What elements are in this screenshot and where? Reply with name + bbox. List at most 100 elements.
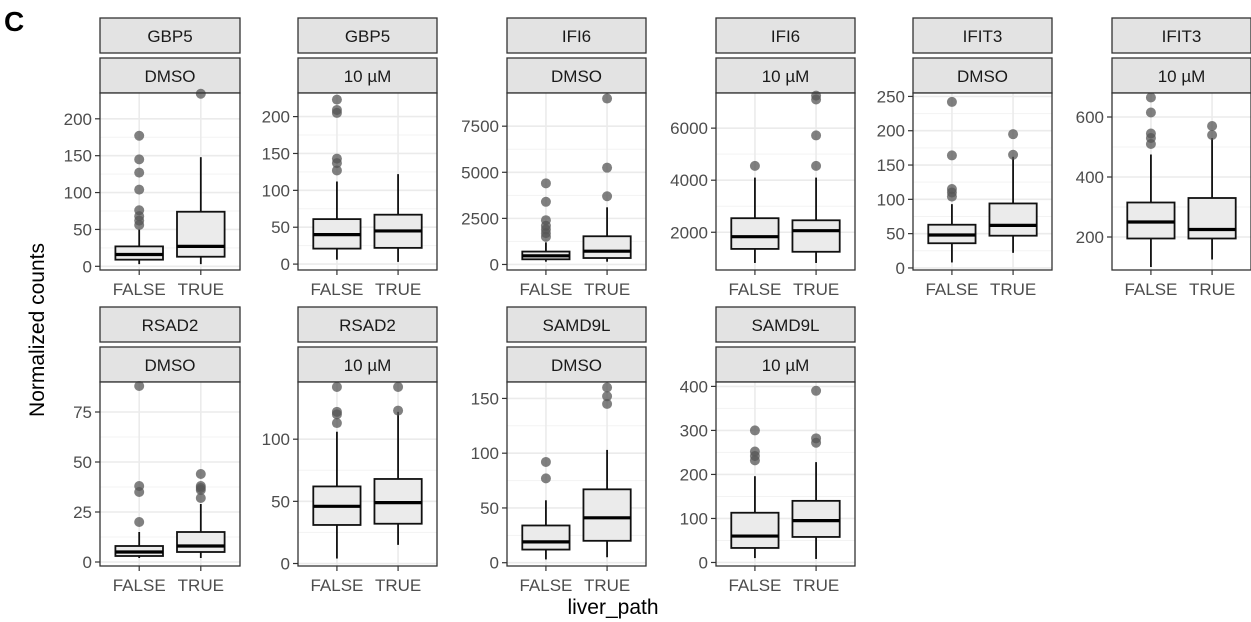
facet-panel: SAMD9L DMSO 0 50 100 150 FALSE TRUE <box>471 306 647 595</box>
panel-border <box>715 92 856 271</box>
box <box>791 219 841 253</box>
outlier-point <box>749 425 760 436</box>
outlier-point <box>540 196 551 207</box>
strip-gene-label: RSAD2 <box>339 316 396 335</box>
y-tick-label: 0 <box>699 553 708 572</box>
strip-treatment <box>99 57 241 94</box>
strip-gene <box>297 306 438 343</box>
box <box>1187 197 1237 240</box>
x-axis-title: liver_path <box>567 596 658 619</box>
outlier-point <box>1145 92 1156 103</box>
outlier-point <box>331 381 342 392</box>
outlier-point <box>946 184 957 195</box>
y-tick-label: 50 <box>73 453 92 472</box>
panel-border <box>506 381 647 567</box>
strip-treatment <box>506 57 647 94</box>
box <box>791 499 841 538</box>
outlier-point <box>134 381 145 391</box>
facet-panels: GBP5 DMSO 0 50 100 150 200 FALSE TRUE GBP5 10 µM 0 5… <box>64 17 1251 595</box>
x-tick-label: FALSE <box>519 280 572 299</box>
plot-background <box>1112 93 1251 270</box>
strip-gene-label: IFI6 <box>562 27 591 46</box>
box <box>521 524 571 551</box>
y-tick-label: 100 <box>64 184 92 203</box>
facet-panel: RSAD2 10 µM 0 50 100 FALSE TRUE <box>262 306 438 595</box>
strip-gene <box>297 17 438 54</box>
outlier-point <box>749 160 760 171</box>
x-tick-label: FALSE <box>310 280 363 299</box>
y-tick-label: 75 <box>73 403 92 422</box>
outlier-point <box>134 481 145 491</box>
x-tick-label: TRUE <box>178 576 224 595</box>
outlier-point <box>195 88 206 99</box>
outlier-point <box>946 96 957 107</box>
strip-treatment-label: DMSO <box>551 67 602 86</box>
outlier-point <box>540 178 551 189</box>
y-tick-label: 6000 <box>670 119 708 138</box>
strip-gene <box>99 17 241 54</box>
y-tick-label: 100 <box>471 444 499 463</box>
strip-gene <box>1111 17 1251 54</box>
outlier-point <box>540 473 551 484</box>
strip-treatment <box>912 57 1053 94</box>
outlier-point <box>331 165 342 176</box>
strip-gene <box>506 306 647 343</box>
y-tick-label: 5000 <box>461 163 499 182</box>
strip-treatment <box>297 57 438 94</box>
strip-gene <box>506 17 647 54</box>
strip-gene <box>715 17 856 54</box>
x-tick-label: FALSE <box>925 280 978 299</box>
strip-gene-label: GBP5 <box>345 27 390 46</box>
outlier-point <box>331 418 342 429</box>
outlier-point <box>811 90 822 101</box>
y-tick-label: 600 <box>1076 108 1104 127</box>
box <box>582 235 632 259</box>
strip-treatment-label: 10 µM <box>344 67 392 86</box>
outlier-point <box>602 191 613 202</box>
y-tick-label: 50 <box>73 220 92 239</box>
outlier-point <box>393 381 404 392</box>
outlier-point <box>393 405 404 416</box>
y-tick-label: 7500 <box>461 117 499 136</box>
y-tick-label: 0 <box>281 255 290 274</box>
x-tick-label: FALSE <box>310 576 363 595</box>
facet-panel: IFI6 DMSO 0 2500 5000 7500 FALSE TRUE <box>461 17 647 299</box>
x-tick-label: FALSE <box>728 280 781 299</box>
box <box>730 217 780 250</box>
plot-background <box>298 382 437 566</box>
strip-gene-label: IFI6 <box>771 27 800 46</box>
strip-gene-label: IFIT3 <box>963 27 1003 46</box>
panel-border <box>297 92 438 271</box>
x-tick-label: TRUE <box>178 280 224 299</box>
y-tick-label: 100 <box>877 190 905 209</box>
strip-gene-label: RSAD2 <box>142 316 199 335</box>
strip-gene-label: IFIT3 <box>1162 27 1202 46</box>
outlier-point <box>195 481 206 491</box>
y-tick-label: 100 <box>680 509 708 528</box>
x-tick-label: TRUE <box>375 280 421 299</box>
x-tick-label: FALSE <box>113 576 166 595</box>
box <box>988 202 1038 237</box>
x-tick-label: TRUE <box>584 280 630 299</box>
y-tick-label: 150 <box>262 144 290 163</box>
facet-panel: IFI6 10 µM 2000 4000 6000 FALSE TRUE <box>670 17 856 299</box>
outlier-point <box>1145 128 1156 139</box>
outlier-point <box>602 398 613 409</box>
strip-gene <box>912 17 1053 54</box>
y-tick-label: 100 <box>262 181 290 200</box>
x-tick-label: TRUE <box>990 280 1036 299</box>
outlier-point <box>331 94 342 105</box>
y-tick-label: 50 <box>271 218 290 237</box>
outlier-point <box>602 93 613 104</box>
x-tick-label: TRUE <box>793 280 839 299</box>
y-tick-label: 25 <box>73 503 92 522</box>
x-tick-label: FALSE <box>113 280 166 299</box>
panel-border <box>506 92 647 271</box>
panel-border <box>99 381 241 567</box>
strip-treatment <box>1111 57 1251 94</box>
strip-treatment-label: DMSO <box>551 356 602 375</box>
y-tick-label: 0 <box>83 553 92 572</box>
y-tick-label: 50 <box>271 492 290 511</box>
y-tick-label: 150 <box>877 156 905 175</box>
x-tick-label: TRUE <box>584 576 630 595</box>
